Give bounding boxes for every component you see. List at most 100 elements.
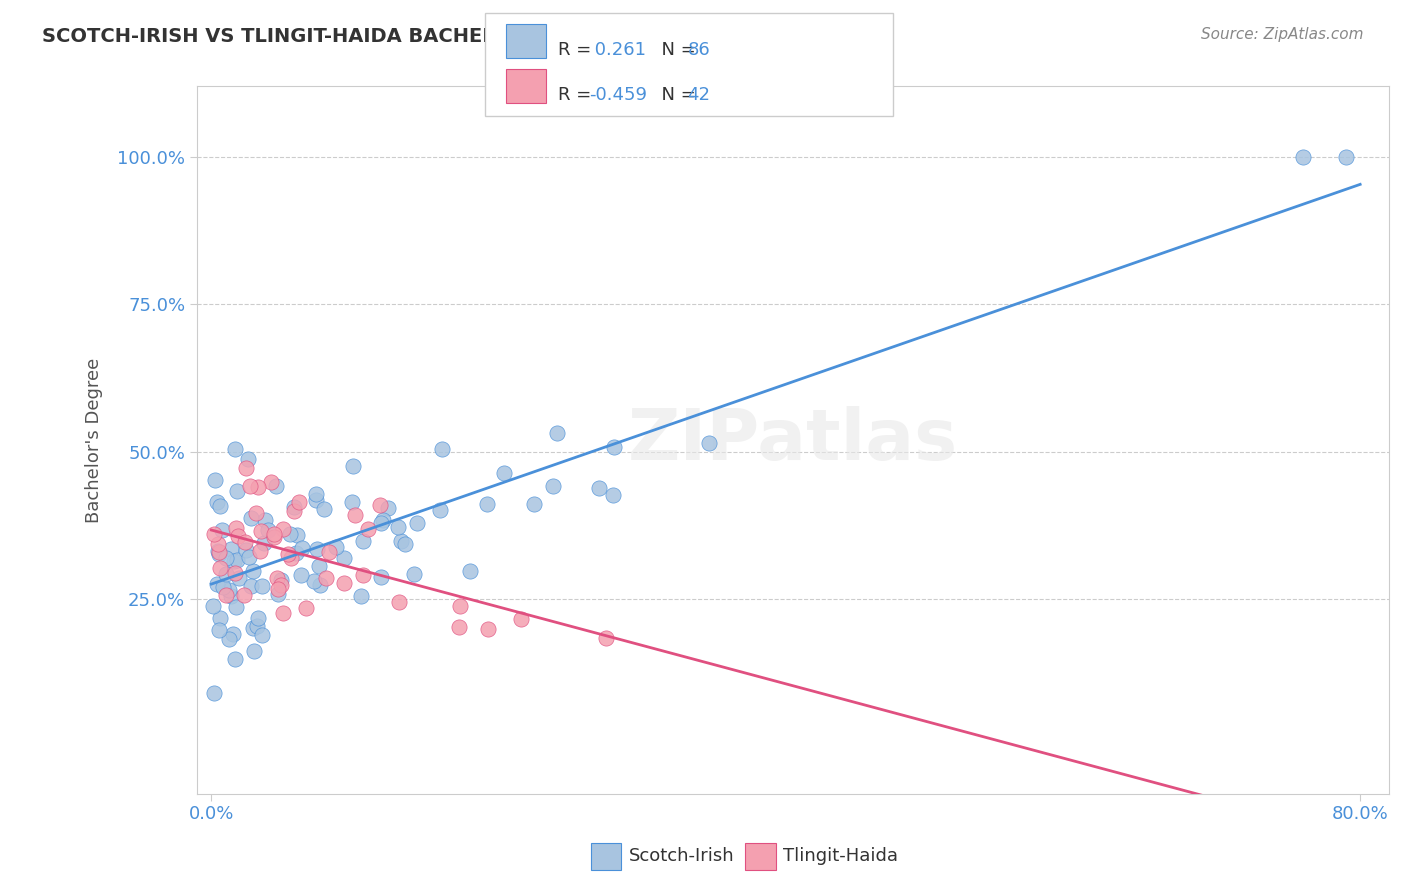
Point — [245, 619, 267, 633]
Point — [280, 551, 302, 566]
Point — [225, 600, 247, 615]
Point — [209, 611, 232, 625]
Point — [239, 479, 262, 493]
Point — [305, 542, 328, 557]
Point — [342, 459, 364, 474]
Point — [263, 530, 285, 544]
Text: 86: 86 — [688, 41, 710, 59]
Point — [333, 576, 356, 591]
Point — [247, 480, 270, 494]
Point — [305, 493, 328, 508]
Point — [222, 627, 245, 641]
Point — [304, 574, 326, 589]
Point — [370, 570, 392, 584]
Point — [388, 595, 411, 609]
Y-axis label: Bachelor's Degree: Bachelor's Degree — [86, 358, 103, 523]
Point — [242, 621, 264, 635]
Point — [202, 686, 225, 700]
Text: -0.459: -0.459 — [589, 86, 647, 103]
Point — [205, 495, 228, 509]
Text: Tlingit-Haida: Tlingit-Haida — [783, 847, 898, 865]
Point — [201, 599, 224, 614]
Point — [295, 601, 318, 615]
Point — [266, 571, 288, 585]
Point — [224, 553, 246, 567]
Point — [352, 567, 374, 582]
Point — [429, 502, 451, 516]
Point — [250, 524, 273, 539]
Point — [546, 426, 568, 441]
Point — [224, 566, 246, 581]
Point — [218, 632, 240, 647]
Point — [219, 589, 242, 603]
Point — [225, 484, 247, 499]
Text: Scotch-Irish: Scotch-Irish — [628, 847, 734, 865]
Point — [219, 541, 242, 556]
Point — [368, 498, 391, 512]
Point — [510, 612, 533, 626]
Point — [254, 513, 277, 527]
Point — [284, 546, 307, 560]
Point — [260, 475, 283, 489]
Point — [270, 578, 292, 592]
Point — [309, 578, 332, 592]
Point — [202, 527, 225, 541]
Text: R =: R = — [558, 41, 598, 59]
Point — [245, 506, 267, 520]
Point — [697, 436, 720, 450]
Point — [290, 567, 312, 582]
Point — [277, 547, 299, 561]
Point — [257, 523, 280, 537]
Point — [204, 473, 226, 487]
Text: ZIPatlas: ZIPatlas — [628, 406, 957, 475]
Point — [240, 511, 263, 525]
Point — [232, 588, 254, 602]
Point — [387, 520, 409, 534]
Point — [218, 582, 240, 597]
Point — [208, 624, 231, 638]
Point — [291, 541, 314, 555]
Point — [494, 466, 516, 480]
Point — [211, 523, 233, 537]
Point — [389, 533, 412, 548]
Point — [238, 549, 260, 564]
Point — [352, 534, 374, 549]
Point — [475, 497, 498, 511]
Point — [243, 644, 266, 658]
Point — [595, 632, 617, 646]
Point — [1334, 150, 1357, 164]
Point — [236, 451, 259, 466]
Point — [371, 512, 394, 526]
Point — [205, 577, 228, 591]
Point — [228, 529, 250, 543]
Text: 42: 42 — [688, 86, 710, 103]
Point — [266, 479, 288, 493]
Point — [235, 543, 257, 558]
Point — [333, 551, 356, 566]
Point — [325, 540, 347, 554]
Point — [214, 551, 236, 566]
Point — [283, 504, 305, 518]
Point — [288, 495, 311, 509]
Point — [215, 567, 238, 582]
Point — [343, 508, 366, 523]
Text: N =: N = — [650, 86, 702, 103]
Point — [212, 580, 235, 594]
Point — [541, 479, 564, 493]
Point — [342, 495, 364, 509]
Point — [215, 588, 238, 602]
Point — [350, 589, 373, 603]
Point — [228, 571, 250, 585]
Point — [523, 497, 546, 511]
Point — [318, 545, 340, 559]
Point — [246, 611, 269, 625]
Point — [208, 545, 231, 559]
Point — [458, 564, 481, 578]
Point — [250, 579, 273, 593]
Point — [224, 651, 246, 665]
Point — [208, 561, 231, 575]
Point — [603, 440, 626, 454]
Text: SCOTCH-IRISH VS TLINGIT-HAIDA BACHELOR'S DEGREE CORRELATION CHART: SCOTCH-IRISH VS TLINGIT-HAIDA BACHELOR'S… — [42, 27, 880, 45]
Point — [233, 535, 256, 549]
Point — [405, 516, 427, 530]
